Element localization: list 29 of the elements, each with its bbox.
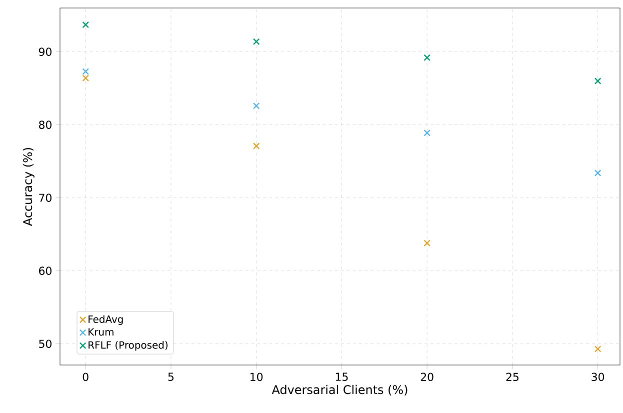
y-tick-label: 80	[39, 120, 52, 129]
x-tick-label: 30	[592, 372, 604, 382]
x-tick-label: 20	[420, 372, 434, 382]
point	[252, 102, 260, 110]
y-axis-title: Accuracy (%)	[22, 148, 34, 226]
y-tick-label: 90	[38, 48, 52, 56]
legend-label: RFLF (Proposed)	[88, 341, 168, 351]
point	[82, 68, 90, 75]
point	[594, 78, 602, 84]
legend-label: Krum	[88, 328, 114, 336]
x-tick-label: 25	[506, 372, 518, 382]
point	[424, 54, 430, 62]
y-tick-label: 70	[39, 194, 52, 202]
point	[82, 21, 90, 28]
x-axis-title: Adversarial Clients (%)	[272, 384, 408, 396]
point	[594, 346, 602, 352]
x-tick-label: 0	[82, 372, 88, 382]
legend-label: FedAvg	[88, 315, 123, 325]
point	[424, 240, 430, 246]
point	[594, 170, 602, 176]
point	[252, 142, 260, 150]
y-tick-label: 60	[39, 266, 52, 275]
x-tick-label: 15	[336, 372, 348, 381]
x-tick-label: 5	[168, 372, 174, 381]
y-tick-label: 50	[39, 340, 52, 348]
point	[424, 129, 430, 136]
point	[252, 38, 260, 45]
point	[82, 74, 90, 82]
x-tick-label: 10	[250, 372, 263, 382]
